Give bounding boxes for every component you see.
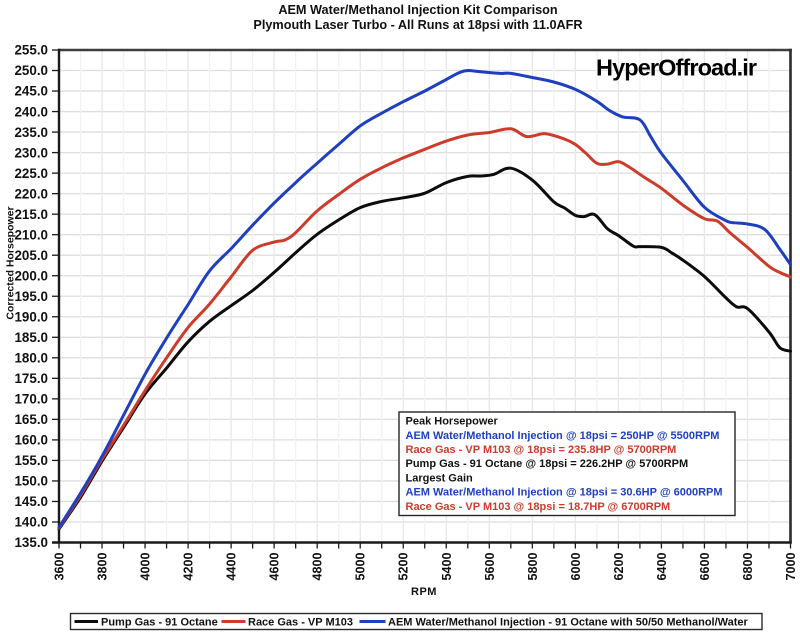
svg-text:4600: 4600 — [268, 552, 282, 580]
svg-text:6000: 6000 — [569, 552, 583, 580]
svg-text:4800: 4800 — [311, 552, 325, 580]
svg-text:160.0: 160.0 — [14, 433, 48, 448]
svg-text:5400: 5400 — [440, 552, 454, 580]
svg-text:5200: 5200 — [397, 552, 411, 580]
svg-text:3600: 3600 — [53, 552, 67, 580]
svg-text:Race Gas - VP M103 @ 18psi = 1: Race Gas - VP M103 @ 18psi = 18.7HP @ 67… — [406, 501, 671, 513]
svg-text:210.0: 210.0 — [14, 227, 48, 242]
svg-text:205.0: 205.0 — [14, 248, 48, 263]
svg-text:4200: 4200 — [182, 552, 196, 580]
svg-text:245.0: 245.0 — [14, 84, 48, 99]
svg-text:4400: 4400 — [225, 552, 239, 580]
svg-text:Pump Gas - 91 Octane: Pump Gas - 91 Octane — [101, 617, 218, 629]
svg-text:AEM Water/Methanol Injection @: AEM Water/Methanol Injection @ 18psi = 2… — [406, 430, 720, 442]
svg-text:225.0: 225.0 — [14, 166, 48, 181]
svg-text:215.0: 215.0 — [14, 207, 48, 222]
svg-text:AEM Water/Methanol Injection K: AEM Water/Methanol Injection Kit Compari… — [278, 3, 557, 17]
svg-text:6200: 6200 — [612, 552, 626, 580]
svg-text:190.0: 190.0 — [14, 309, 48, 324]
svg-text:Largest Gain: Largest Gain — [406, 472, 474, 484]
svg-text:150.0: 150.0 — [14, 474, 48, 489]
svg-text:185.0: 185.0 — [14, 330, 48, 345]
svg-text:5600: 5600 — [483, 552, 497, 580]
svg-text:6400: 6400 — [655, 552, 669, 580]
svg-text:200.0: 200.0 — [14, 268, 48, 283]
svg-text:140.0: 140.0 — [14, 515, 48, 530]
svg-text:Peak Horsepower: Peak Horsepower — [406, 416, 499, 428]
svg-text:235.0: 235.0 — [14, 125, 48, 140]
svg-text:Pump Gas - 91 Octane @ 18psi =: Pump Gas - 91 Octane @ 18psi = 226.2HP @… — [406, 458, 689, 470]
svg-text:6600: 6600 — [698, 552, 712, 580]
svg-text:AEM Water/Methanol Injection @: AEM Water/Methanol Injection @ 18psi = 3… — [406, 487, 723, 499]
svg-text:Race Gas - VP M103: Race Gas - VP M103 — [248, 617, 353, 629]
svg-text:Plymouth Laser Turbo - All Run: Plymouth Laser Turbo - All Runs at 18psi… — [253, 18, 582, 32]
svg-text:240.0: 240.0 — [14, 104, 48, 119]
svg-text:175.0: 175.0 — [14, 371, 48, 386]
svg-text:255.0: 255.0 — [14, 43, 48, 58]
svg-text:7000: 7000 — [784, 552, 798, 580]
svg-text:RPM: RPM — [411, 586, 437, 598]
svg-text:220.0: 220.0 — [14, 186, 48, 201]
svg-text:5800: 5800 — [526, 552, 540, 580]
svg-text:3800: 3800 — [96, 552, 110, 580]
svg-text:155.0: 155.0 — [14, 453, 48, 468]
svg-text:4000: 4000 — [139, 552, 153, 580]
svg-text:6800: 6800 — [741, 552, 755, 580]
svg-text:Corrected Horsepower: Corrected Horsepower — [5, 206, 17, 319]
svg-text:170.0: 170.0 — [14, 392, 48, 407]
svg-text:165.0: 165.0 — [14, 412, 48, 427]
svg-text:AEM Water/Methanol Injection -: AEM Water/Methanol Injection - 91 Octane… — [388, 617, 749, 629]
svg-text:HyperOffroad.ir: HyperOffroad.ir — [596, 55, 757, 81]
svg-text:135.0: 135.0 — [14, 535, 48, 550]
svg-text:250.0: 250.0 — [14, 63, 48, 78]
svg-text:145.0: 145.0 — [14, 494, 48, 509]
svg-text:Race Gas - VP M103 @ 18psi = 2: Race Gas - VP M103 @ 18psi = 235.8HP @ 5… — [406, 444, 677, 456]
svg-text:195.0: 195.0 — [14, 289, 48, 304]
svg-text:180.0: 180.0 — [14, 351, 48, 366]
svg-text:230.0: 230.0 — [14, 145, 48, 160]
svg-text:5000: 5000 — [354, 552, 368, 580]
